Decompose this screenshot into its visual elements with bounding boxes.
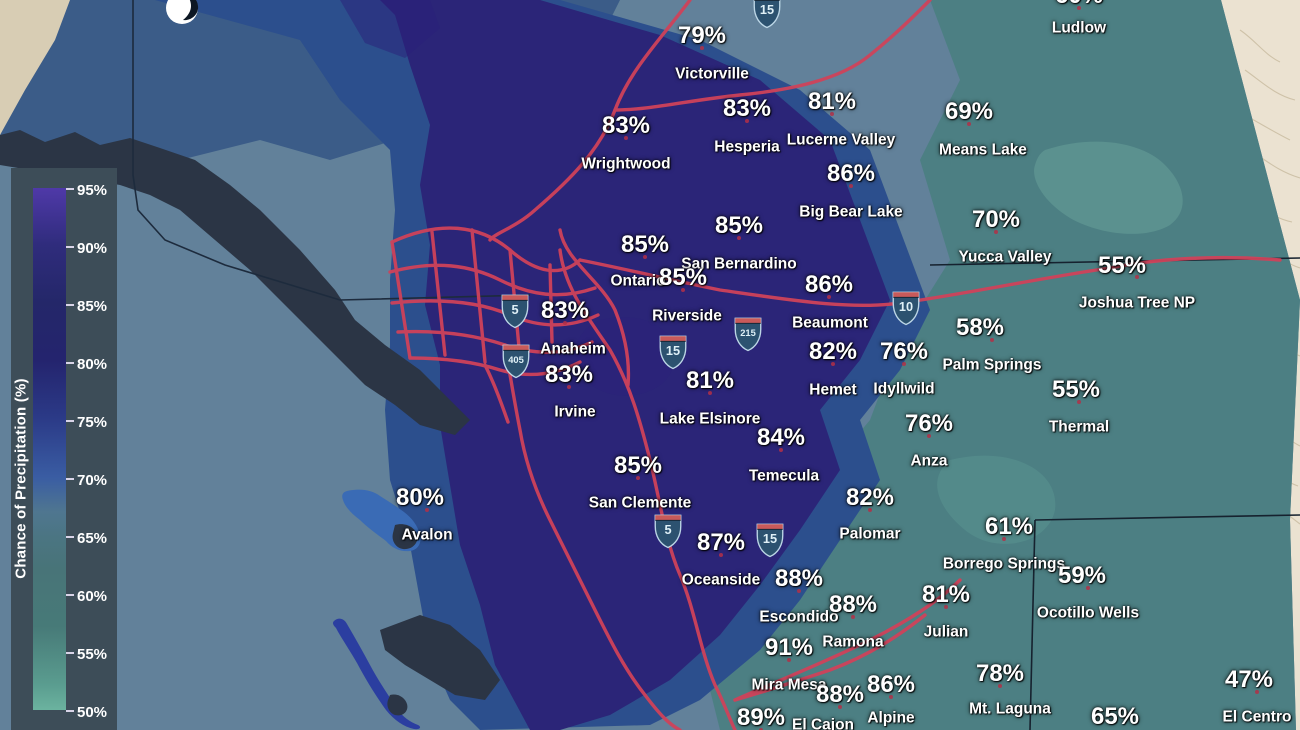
svg-text:50%: 50% — [77, 704, 107, 721]
svg-text:75%: 75% — [77, 414, 107, 431]
svg-text:5: 5 — [664, 522, 671, 537]
svg-text:70%: 70% — [77, 472, 107, 489]
svg-text:55%: 55% — [77, 646, 107, 663]
svg-text:15: 15 — [666, 343, 680, 358]
svg-text:405: 405 — [508, 355, 524, 365]
svg-text:65%: 65% — [77, 530, 107, 547]
svg-text:15: 15 — [760, 2, 774, 17]
svg-text:10: 10 — [899, 299, 913, 314]
svg-text:80%: 80% — [77, 356, 107, 373]
svg-text:90%: 90% — [77, 240, 107, 257]
svg-text:215: 215 — [740, 328, 756, 338]
svg-text:60%: 60% — [77, 588, 107, 605]
svg-text:5: 5 — [511, 302, 518, 317]
svg-text:95%: 95% — [77, 182, 107, 199]
svg-text:15: 15 — [763, 531, 777, 546]
svg-text:85%: 85% — [77, 298, 107, 315]
